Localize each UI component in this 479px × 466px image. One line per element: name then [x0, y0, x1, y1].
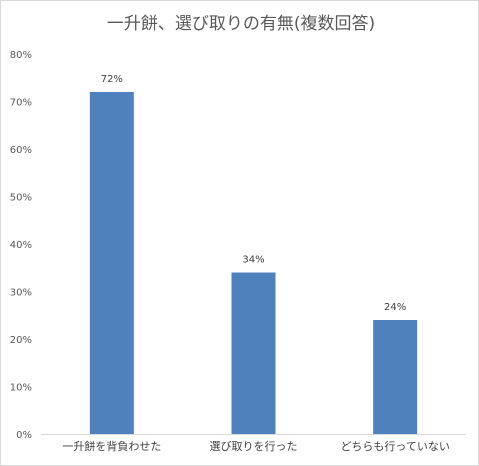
- bar-value-label: 24%: [384, 302, 406, 313]
- bar-value-label: 34%: [242, 255, 264, 266]
- chart-title: 一升餅、選び取りの有無(複数回答): [107, 14, 375, 34]
- y-tick-label: 10%: [10, 383, 32, 394]
- bar-value-label: 72%: [101, 74, 123, 85]
- category-label: どちらも行っていない: [340, 440, 449, 453]
- y-tick-label: 70%: [10, 98, 32, 109]
- y-tick-label: 30%: [10, 288, 32, 299]
- category-labels: 一升餅を背負わせた 選び取りを行った どちらも行っていない: [62, 439, 450, 453]
- y-tick-label: 80%: [10, 50, 32, 61]
- category-label: 選び取りを行った: [210, 440, 298, 453]
- bar: [373, 320, 418, 434]
- y-tick-label: 50%: [10, 193, 32, 204]
- bar: [89, 92, 134, 434]
- y-axis: 0% 10% 20% 30% 40% 50% 60% 70% 80%: [10, 50, 32, 441]
- y-tick-label: 40%: [10, 240, 32, 251]
- value-labels: 72% 34% 24%: [101, 74, 407, 313]
- bars: [89, 92, 418, 434]
- y-tick-label: 0%: [16, 430, 32, 441]
- bar: [231, 272, 276, 434]
- y-tick-label: 60%: [10, 145, 32, 156]
- category-label: 一升餅を背負わせた: [62, 439, 161, 453]
- y-tick-label: 20%: [10, 335, 32, 346]
